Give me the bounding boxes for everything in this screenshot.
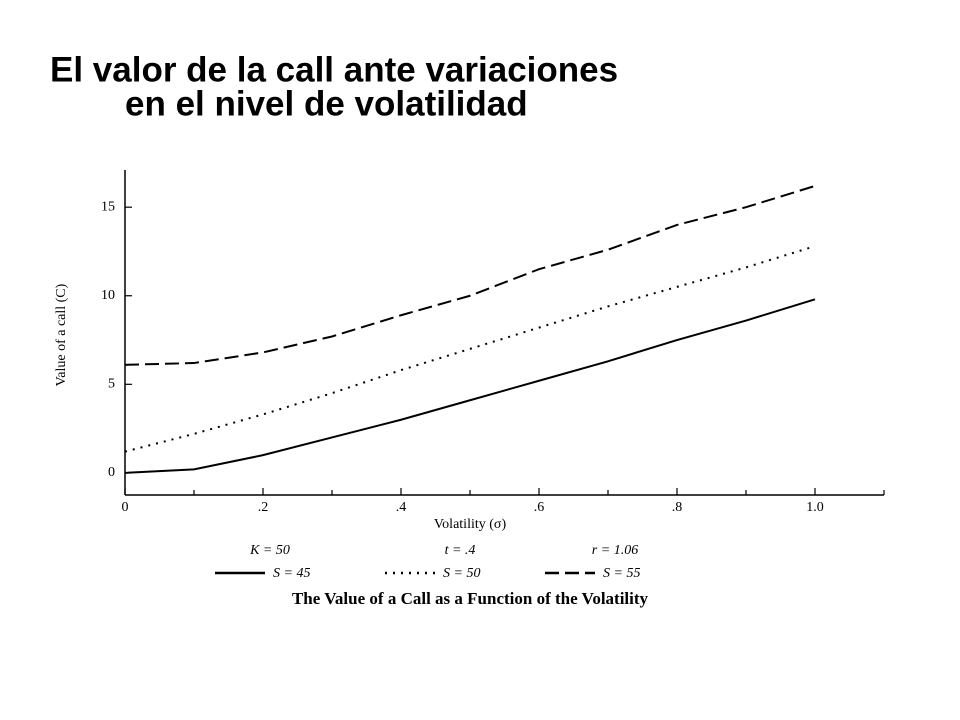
x-tick-label: .4	[396, 500, 407, 515]
legend-label: S = 55	[603, 566, 640, 581]
parameter: t = .4	[445, 543, 476, 558]
y-axis-label: Value of a call (C)	[54, 283, 69, 386]
series-line	[124, 245, 816, 453]
x-tick-label: 1.0	[806, 500, 824, 515]
y-tick-label: 5	[108, 377, 115, 392]
x-tick-label: 0	[122, 500, 129, 515]
title-line: El valor de la call ante variaciones	[50, 50, 618, 89]
y-tick-label: 0	[108, 465, 115, 480]
legend-label: S = 50	[443, 566, 480, 581]
series-line	[124, 184, 816, 366]
y-tick-label: 10	[101, 288, 115, 303]
series-line	[124, 298, 816, 474]
legend-label: S = 45	[273, 566, 310, 581]
caption: The Value of a Call as a Function of the…	[292, 589, 649, 608]
y-tick-label: 15	[101, 199, 115, 214]
parameter: K = 50	[249, 543, 290, 558]
x-tick-label: .6	[534, 500, 545, 515]
x-tick-label: .2	[258, 500, 269, 515]
parameter: r = 1.06	[592, 543, 638, 558]
x-tick-label: .8	[672, 500, 683, 515]
x-axis-label: Volatility (σ)	[434, 517, 507, 532]
title-line: en el nivel de volatilidad	[125, 84, 528, 123]
